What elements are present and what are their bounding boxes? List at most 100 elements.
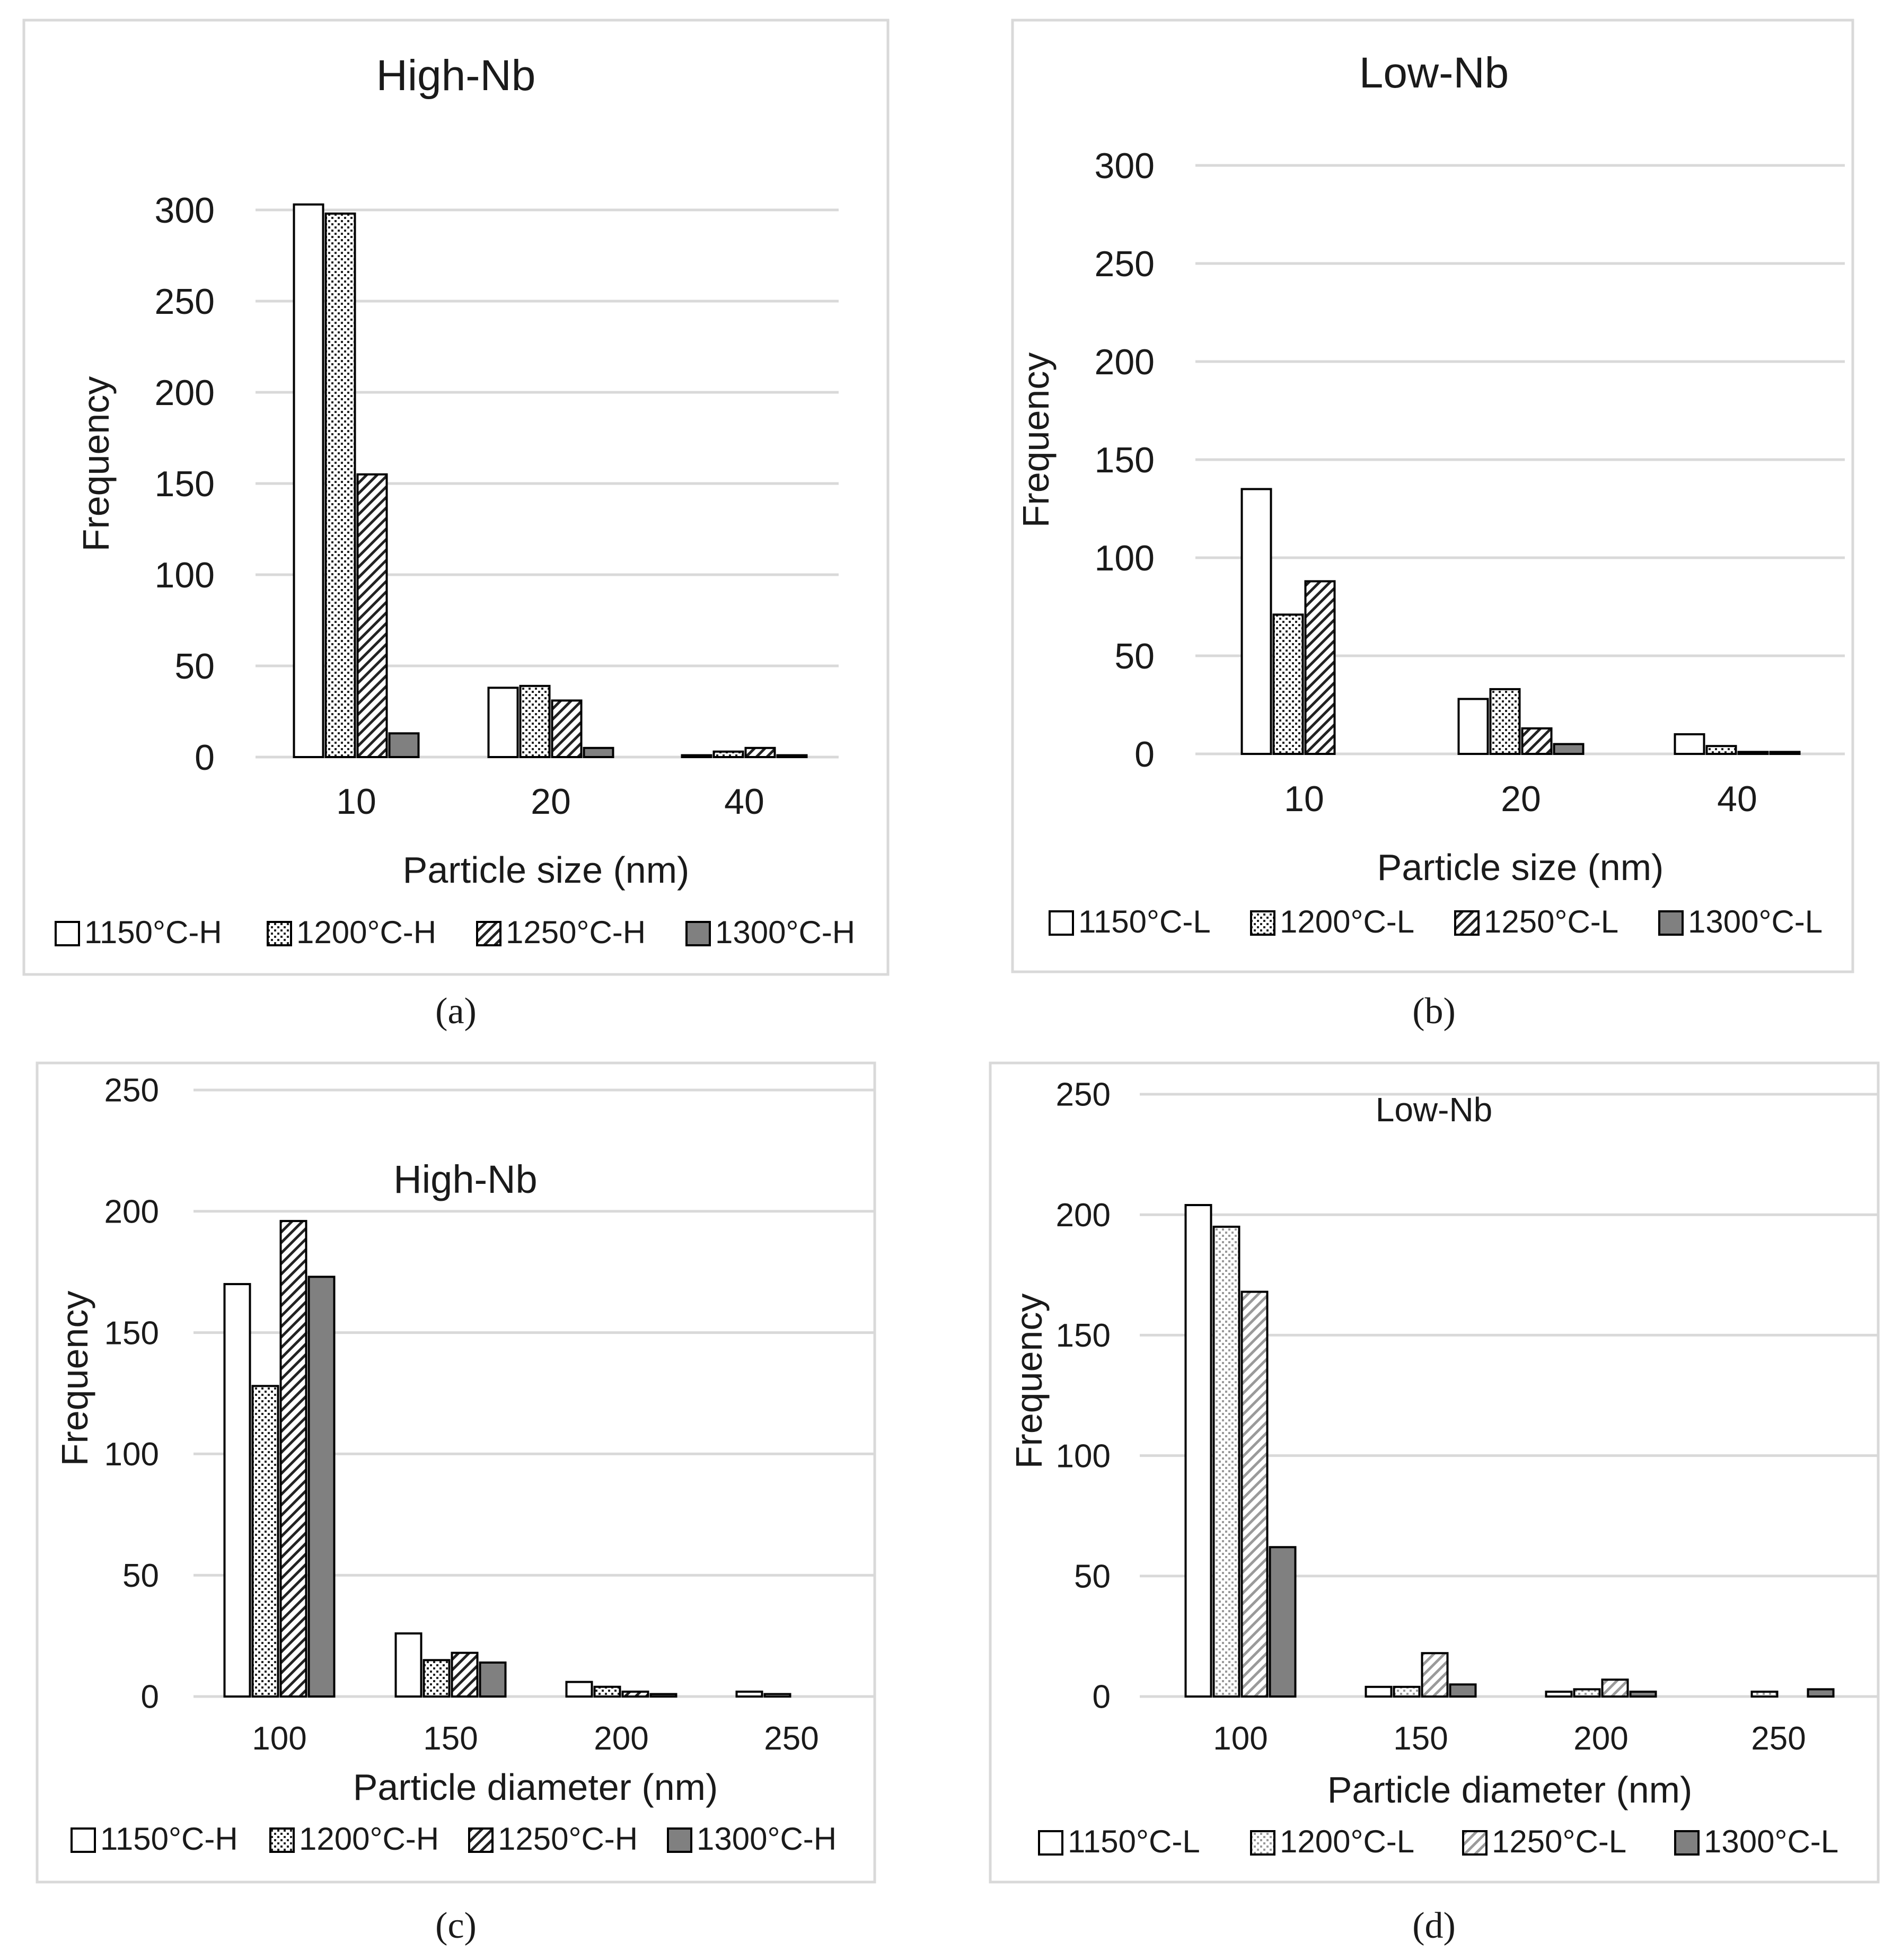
y-tick-label: 100 [1095, 538, 1155, 578]
panel-b-frame [1011, 19, 1854, 973]
bar-1300°C-L-100 [1269, 1546, 1297, 1698]
legend-label: 1150°C-L [1068, 1824, 1200, 1859]
legend-swatch [1049, 910, 1074, 936]
bar-1300°C-H-10 [388, 732, 420, 759]
x-tick-label: 10 [336, 781, 376, 822]
bar-1300°C-L-40 [1769, 751, 1801, 755]
bar-1250°C-H-20 [551, 699, 583, 758]
y-tick-label: 150 [1095, 440, 1155, 480]
bar-1200°C-L-10 [1272, 613, 1304, 755]
bar-1250°C-H-200 [621, 1690, 649, 1698]
legend-label: 1200°C-L [1280, 1824, 1414, 1859]
y-tick-label: 250 [1056, 1077, 1111, 1113]
legend-label: 1300°C-L [1688, 904, 1823, 939]
bar-1200°C-H-100 [251, 1385, 279, 1698]
legend-swatch [1462, 1830, 1488, 1856]
y-tick-label: 250 [104, 1073, 159, 1109]
bar-1150°C-H-200 [565, 1681, 593, 1698]
chart-panel-b: 0 50 100 150 200 250 300 10 20 40 Low-Nb Frequency P… [1015, 49, 1845, 1032]
x-tick-label: 100 [252, 1720, 306, 1757]
legend-swatch [269, 1827, 295, 1853]
y-tick-label: 0 [1134, 734, 1155, 775]
x-tick-label: 250 [1751, 1720, 1806, 1757]
bar-1200°C-H-10 [324, 212, 356, 758]
bar-1300°C-H-150 [479, 1661, 507, 1698]
panel-d-frame [989, 1061, 1880, 1884]
panel-c-frame [36, 1061, 876, 1884]
legend-label: 1150°C-H [100, 1821, 238, 1857]
y-axis-label: Frequency [1015, 353, 1057, 528]
bar-1250°C-H-40 [744, 746, 776, 759]
legend-label: 1200°C-H [296, 915, 436, 950]
x-tick-label: 250 [764, 1720, 819, 1757]
x-tick-label: 150 [1393, 1720, 1448, 1757]
bar-1150°C-H-150 [394, 1632, 423, 1698]
x-tick-label: 40 [724, 781, 764, 822]
chart-title: Low-Nb [1359, 49, 1509, 97]
bar-1150°C-L-10 [1240, 488, 1272, 755]
bar-1300°C-H-40 [776, 754, 808, 759]
bar-1150°C-H-40 [681, 754, 712, 759]
y-tick-label: 0 [141, 1679, 159, 1716]
bar-1300°C-H-200 [649, 1693, 677, 1698]
y-tick-label: 50 [1114, 636, 1155, 676]
bar-1200°C-H-150 [423, 1659, 451, 1698]
y-tick-label: 50 [1074, 1559, 1111, 1595]
bar-1200°C-L-100 [1212, 1225, 1240, 1698]
legend-swatch [1658, 910, 1684, 936]
legend-label: 1300°C-H [697, 1821, 837, 1857]
x-axis-label: Particle size (nm) [403, 849, 690, 891]
bar-1200°C-L-40 [1705, 745, 1737, 755]
x-tick-label: 20 [1501, 779, 1541, 819]
y-tick-label: 250 [155, 282, 215, 322]
bar-1200°C-H-200 [593, 1685, 621, 1698]
bar-1250°C-L-20 [1521, 727, 1553, 755]
bar-1250°C-L-100 [1240, 1290, 1269, 1698]
bar-1150°C-L-150 [1365, 1685, 1393, 1698]
y-tick-label: 0 [1093, 1679, 1111, 1716]
bar-1250°C-H-100 [279, 1220, 307, 1698]
y-tick-label: 150 [155, 464, 215, 504]
y-tick-label: 200 [155, 373, 215, 413]
y-axis-label: Frequency [75, 376, 117, 552]
y-tick-label: 100 [104, 1436, 159, 1473]
x-tick-label: 10 [1284, 779, 1324, 819]
x-axis-label: Particle size (nm) [1377, 847, 1664, 888]
panel-caption: (a) [435, 991, 477, 1032]
y-tick-label: 250 [1095, 244, 1155, 284]
legend-label: 1200°C-H [299, 1821, 439, 1857]
x-tick-label: 20 [531, 781, 571, 822]
legend-label: 1300°C-H [715, 915, 855, 950]
bar-1200°C-H-250 [763, 1693, 791, 1698]
y-tick-label: 50 [122, 1558, 159, 1594]
bar-1200°C-L-150 [1393, 1685, 1421, 1698]
legend-swatch [71, 1827, 96, 1853]
bar-1200°C-L-200 [1573, 1688, 1601, 1698]
bar-1250°C-L-200 [1601, 1678, 1629, 1698]
legend-swatch [1038, 1830, 1063, 1856]
legend-label: 1300°C-L [1704, 1824, 1838, 1859]
y-tick-label: 300 [1095, 146, 1155, 186]
bar-1200°C-H-20 [519, 684, 551, 758]
bar-1200°C-H-40 [712, 750, 744, 759]
legend-label: 1250°C-L [1484, 904, 1618, 939]
y-tick-label: 100 [1056, 1438, 1111, 1474]
y-tick-label: 200 [1056, 1197, 1111, 1234]
y-tick-label: 100 [155, 555, 215, 595]
bar-1250°C-L-40 [1737, 751, 1769, 755]
legend-swatch [685, 921, 711, 946]
bar-1300°C-L-250 [1807, 1688, 1835, 1698]
bar-1200°C-L-250 [1750, 1690, 1779, 1698]
panel-caption: (c) [435, 1905, 477, 1946]
bar-1300°C-H-100 [307, 1276, 336, 1698]
legend-swatch [667, 1827, 692, 1853]
bar-1300°C-L-20 [1553, 743, 1585, 755]
bar-1150°C-L-200 [1545, 1690, 1573, 1698]
y-axis-label: Frequency [1008, 1294, 1050, 1469]
bar-1150°C-H-100 [223, 1283, 251, 1698]
panel-caption: (d) [1412, 1905, 1456, 1946]
chart-title: High-Nb [376, 51, 536, 100]
bar-1150°C-L-20 [1457, 698, 1489, 755]
chart-title: Low-Nb [1376, 1091, 1493, 1129]
